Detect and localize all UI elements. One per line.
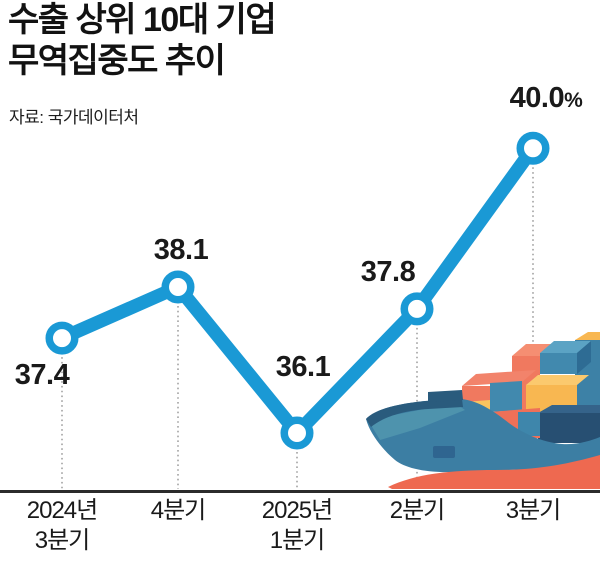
value-label-2025q3: 40.0% <box>510 82 583 115</box>
container-ship-illustration <box>366 332 600 489</box>
x-label-2025q1-line2: 1분기 <box>269 527 326 554</box>
chart-title-line1: 수출 상위 10대 기업 <box>8 1 277 39</box>
dotted-guide-lines <box>61 167 534 489</box>
value-label-2025q1: 36.1 <box>275 351 331 383</box>
value-label-2024q4: 38.1 <box>153 234 209 266</box>
x-label-2024q4: 4분기 <box>150 496 207 526</box>
x-label-2025q1: 2025년 1분기 <box>261 496 333 556</box>
x-label-2024q3-line1: 2024년 <box>26 497 98 524</box>
chart-title: 수출 상위 10대 기업 무역집중도 추이 <box>8 0 277 82</box>
x-label-2024q3: 2024년 3분기 <box>26 496 98 556</box>
x-label-2025q2-line1: 2분기 <box>389 497 446 524</box>
x-label-2025q3: 3분기 <box>505 496 562 526</box>
x-label-2024q3-line2: 3분기 <box>34 527 91 554</box>
x-label-2025q3-line1: 3분기 <box>505 497 562 524</box>
value-label-2025q3-number: 40.0 <box>509 82 565 114</box>
chart-title-line2: 무역집중도 추이 <box>8 42 226 80</box>
x-label-2025q1-line1: 2025년 <box>261 497 333 524</box>
source-note: 자료: 국가데이터처 <box>9 108 139 127</box>
x-label-2024q4-line1: 4분기 <box>150 497 207 524</box>
value-label-2025q2: 37.8 <box>360 256 416 288</box>
percent-unit: % <box>564 89 583 112</box>
value-label-2024q3: 37.4 <box>14 359 70 391</box>
x-label-2025q2: 2분기 <box>389 496 446 526</box>
trend-line-group <box>45 131 550 450</box>
